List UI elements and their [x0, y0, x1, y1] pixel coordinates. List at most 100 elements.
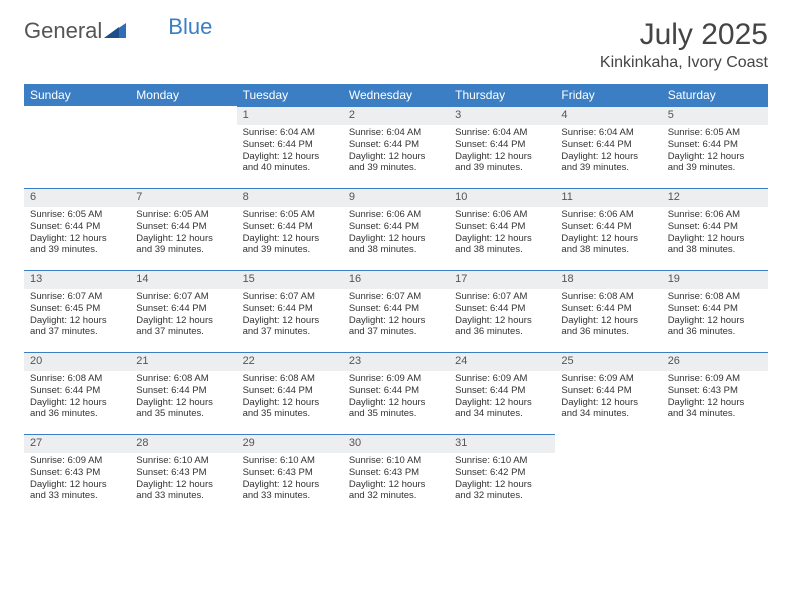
daylight-line: Daylight: 12 hours and 34 minutes.	[561, 397, 638, 420]
calendar-cell: 14Sunrise: 6:07 AMSunset: 6:44 PMDayligh…	[130, 270, 236, 352]
daylight-line: Daylight: 12 hours and 37 minutes.	[349, 315, 426, 338]
daylight-line: Daylight: 12 hours and 32 minutes.	[349, 479, 426, 502]
sunset-line: Sunset: 6:44 PM	[561, 221, 631, 232]
day-body: Sunrise: 6:05 AMSunset: 6:44 PMDaylight:…	[237, 207, 343, 261]
day-number: 31	[449, 434, 555, 453]
day-number: 20	[24, 352, 130, 371]
calendar-cell: ..	[662, 434, 768, 516]
sunset-line: Sunset: 6:44 PM	[455, 221, 525, 232]
sunrise-line: Sunrise: 6:05 AM	[30, 209, 102, 220]
title-block: July 2025 Kinkinkaha, Ivory Coast	[600, 18, 768, 72]
daylight-line: Daylight: 12 hours and 35 minutes.	[349, 397, 426, 420]
calendar-cell: 3Sunrise: 6:04 AMSunset: 6:44 PMDaylight…	[449, 106, 555, 188]
calendar-body: ....1Sunrise: 6:04 AMSunset: 6:44 PMDayl…	[24, 106, 768, 516]
daylight-line: Daylight: 12 hours and 37 minutes.	[243, 315, 320, 338]
day-body: Sunrise: 6:09 AMSunset: 6:44 PMDaylight:…	[343, 371, 449, 425]
calendar-cell: 15Sunrise: 6:07 AMSunset: 6:44 PMDayligh…	[237, 270, 343, 352]
daylight-line: Daylight: 12 hours and 33 minutes.	[136, 479, 213, 502]
sunset-line: Sunset: 6:44 PM	[668, 221, 738, 232]
weekday-header-row: SundayMondayTuesdayWednesdayThursdayFrid…	[24, 84, 768, 106]
sunset-line: Sunset: 6:44 PM	[243, 139, 313, 150]
day-number: 4	[555, 106, 661, 125]
sunset-line: Sunset: 6:43 PM	[30, 467, 100, 478]
day-body: Sunrise: 6:07 AMSunset: 6:44 PMDaylight:…	[237, 289, 343, 343]
calendar-cell: 17Sunrise: 6:07 AMSunset: 6:44 PMDayligh…	[449, 270, 555, 352]
sunset-line: Sunset: 6:44 PM	[455, 385, 525, 396]
day-number: 27	[24, 434, 130, 453]
sunrise-line: Sunrise: 6:08 AM	[136, 373, 208, 384]
calendar-cell: 16Sunrise: 6:07 AMSunset: 6:44 PMDayligh…	[343, 270, 449, 352]
brand-part2: Blue	[168, 14, 212, 40]
day-number: 24	[449, 352, 555, 371]
sunset-line: Sunset: 6:44 PM	[349, 221, 419, 232]
sunrise-line: Sunrise: 6:08 AM	[30, 373, 102, 384]
daylight-line: Daylight: 12 hours and 37 minutes.	[136, 315, 213, 338]
day-number: 2	[343, 106, 449, 125]
calendar-cell: ..	[555, 434, 661, 516]
sunrise-line: Sunrise: 6:04 AM	[349, 127, 421, 138]
daylight-line: Daylight: 12 hours and 39 minutes.	[243, 233, 320, 256]
day-body: Sunrise: 6:10 AMSunset: 6:43 PMDaylight:…	[237, 453, 343, 507]
brand-logo: General Blue	[24, 18, 212, 44]
sunrise-line: Sunrise: 6:09 AM	[561, 373, 633, 384]
daylight-line: Daylight: 12 hours and 39 minutes.	[561, 151, 638, 174]
calendar-cell: 18Sunrise: 6:08 AMSunset: 6:44 PMDayligh…	[555, 270, 661, 352]
calendar-cell: 2 Sunrise: 6:04 AMSunset: 6:44 PMDaylight…	[343, 106, 449, 188]
calendar-cell: 8Sunrise: 6:05 AMSunset: 6:44 PMDaylight…	[237, 188, 343, 270]
daylight-line: Daylight: 12 hours and 36 minutes.	[561, 315, 638, 338]
sunset-line: Sunset: 6:44 PM	[455, 139, 525, 150]
day-number: 17	[449, 270, 555, 289]
calendar-row: ....1Sunrise: 6:04 AMSunset: 6:44 PMDayl…	[24, 106, 768, 188]
sunrise-line: Sunrise: 6:08 AM	[243, 373, 315, 384]
day-number: 1	[237, 106, 343, 125]
day-body: Sunrise: 6:04 AMSunset: 6:44 PMDaylight:…	[449, 125, 555, 179]
month-title: July 2025	[600, 18, 768, 52]
day-body: Sunrise: 6:08 AMSunset: 6:44 PMDaylight:…	[237, 371, 343, 425]
calendar-row: 13Sunrise: 6:07 AMSunset: 6:45 PMDayligh…	[24, 270, 768, 352]
day-number: 25	[555, 352, 661, 371]
sunset-line: Sunset: 6:44 PM	[30, 221, 100, 232]
day-number: 6	[24, 188, 130, 207]
day-body: Sunrise: 6:04 AMSunset: 6:44 PMDaylight:…	[555, 125, 661, 179]
sunrise-line: Sunrise: 6:05 AM	[136, 209, 208, 220]
sunrise-line: Sunrise: 6:10 AM	[243, 455, 315, 466]
day-number: 23	[343, 352, 449, 371]
sunset-line: Sunset: 6:44 PM	[136, 303, 206, 314]
calendar-cell: 22Sunrise: 6:08 AMSunset: 6:44 PMDayligh…	[237, 352, 343, 434]
sunrise-line: Sunrise: 6:09 AM	[30, 455, 102, 466]
day-body: Sunrise: 6:10 AMSunset: 6:43 PMDaylight:…	[343, 453, 449, 507]
day-body: Sunrise: 6:10 AMSunset: 6:43 PMDaylight:…	[130, 453, 236, 507]
calendar-table: SundayMondayTuesdayWednesdayThursdayFrid…	[24, 84, 768, 516]
weekday-header: Monday	[130, 84, 236, 106]
sunrise-line: Sunrise: 6:06 AM	[561, 209, 633, 220]
daylight-line: Daylight: 12 hours and 36 minutes.	[455, 315, 532, 338]
sunrise-line: Sunrise: 6:06 AM	[455, 209, 527, 220]
calendar-cell: 21Sunrise: 6:08 AMSunset: 6:44 PMDayligh…	[130, 352, 236, 434]
daylight-line: Daylight: 12 hours and 38 minutes.	[668, 233, 745, 256]
weekday-header: Tuesday	[237, 84, 343, 106]
daylight-line: Daylight: 12 hours and 38 minutes.	[561, 233, 638, 256]
sunrise-line: Sunrise: 6:09 AM	[455, 373, 527, 384]
day-body: Sunrise: 6:07 AMSunset: 6:45 PMDaylight:…	[24, 289, 130, 343]
daylight-line: Daylight: 12 hours and 33 minutes.	[30, 479, 107, 502]
day-number: 26	[662, 352, 768, 371]
day-body: Sunrise: 6:05 AMSunset: 6:44 PMDaylight:…	[662, 125, 768, 179]
calendar-cell: ..	[130, 106, 236, 188]
calendar-row: 20Sunrise: 6:08 AMSunset: 6:44 PMDayligh…	[24, 352, 768, 434]
daylight-line: Daylight: 12 hours and 33 minutes.	[243, 479, 320, 502]
daylight-line: Daylight: 12 hours and 39 minutes.	[349, 151, 426, 174]
sunset-line: Sunset: 6:44 PM	[561, 139, 631, 150]
day-body: Sunrise: 6:08 AMSunset: 6:44 PMDaylight:…	[662, 289, 768, 343]
sunset-line: Sunset: 6:44 PM	[668, 139, 738, 150]
calendar-cell: 12Sunrise: 6:06 AMSunset: 6:44 PMDayligh…	[662, 188, 768, 270]
sunrise-line: Sunrise: 6:05 AM	[668, 127, 740, 138]
day-number: 3	[449, 106, 555, 125]
day-number: 8	[237, 188, 343, 207]
day-number: 18	[555, 270, 661, 289]
sunset-line: Sunset: 6:42 PM	[455, 467, 525, 478]
sunset-line: Sunset: 6:44 PM	[349, 303, 419, 314]
day-body: Sunrise: 6:07 AMSunset: 6:44 PMDaylight:…	[130, 289, 236, 343]
calendar-cell: 26Sunrise: 6:09 AMSunset: 6:43 PMDayligh…	[662, 352, 768, 434]
sunrise-line: Sunrise: 6:05 AM	[243, 209, 315, 220]
sunset-line: Sunset: 6:44 PM	[349, 139, 419, 150]
